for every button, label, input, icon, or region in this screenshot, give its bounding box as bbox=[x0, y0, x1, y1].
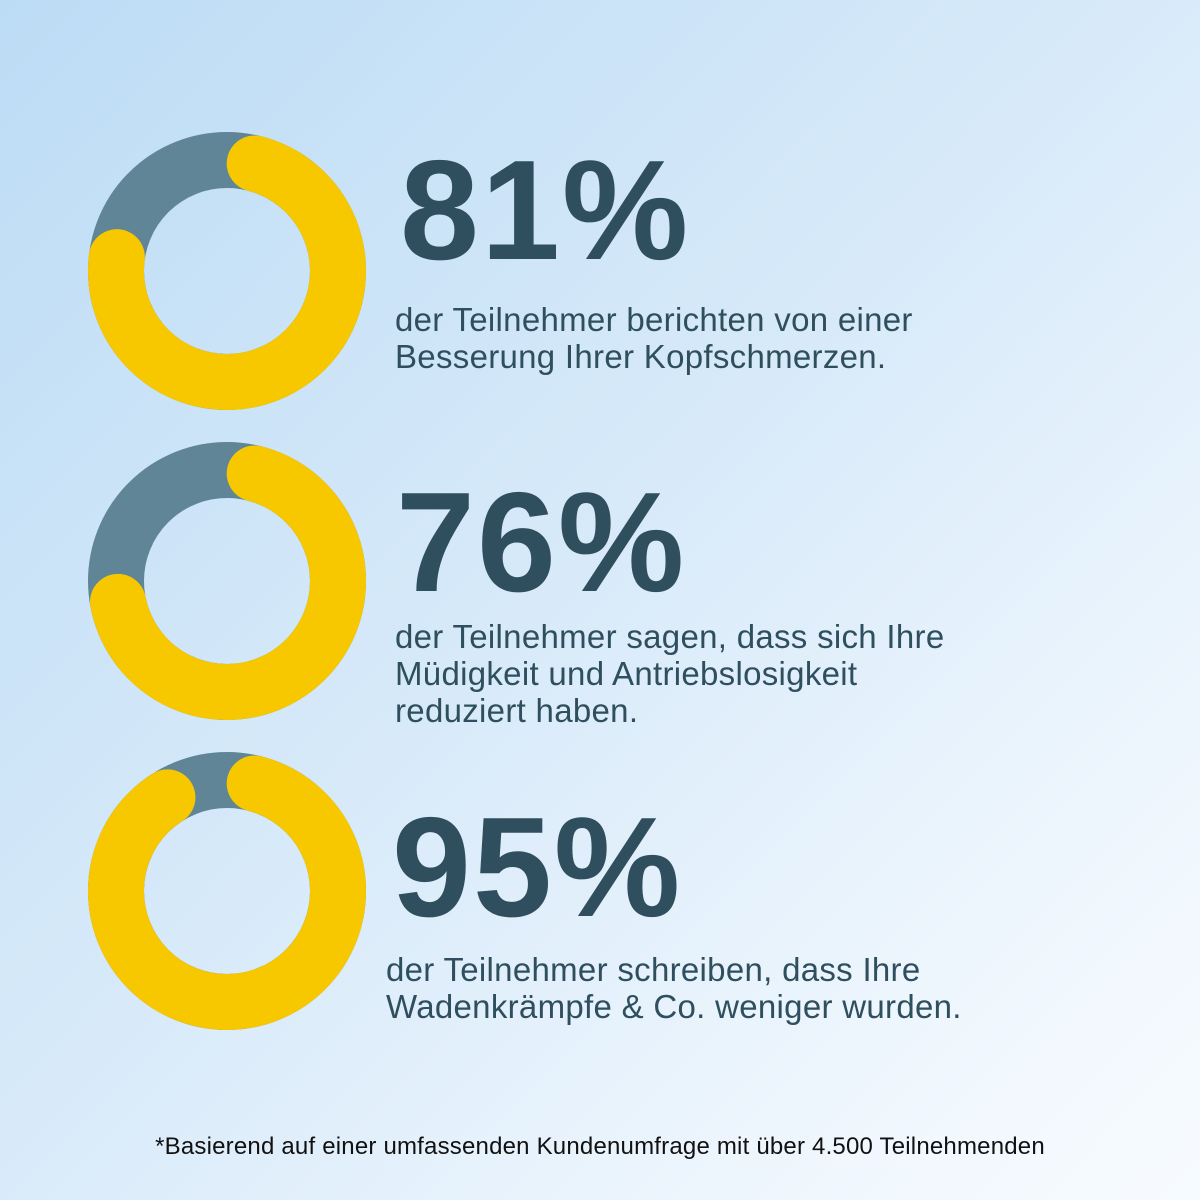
description-1: der Teilnehmer berichten von einer Besse… bbox=[395, 301, 1095, 375]
donut-svg-3 bbox=[88, 752, 366, 1030]
description-2-line-3: reduziert haben. bbox=[395, 692, 639, 729]
description-3-line-1: der Teilnehmer schreiben, dass Ihre bbox=[386, 951, 921, 988]
donut-svg-1 bbox=[88, 132, 366, 410]
description-2: der Teilnehmer sagen, dass sich Ihre Müd… bbox=[395, 618, 1095, 729]
footnote: *Basierend auf einer umfassenden Kundenu… bbox=[155, 1133, 1045, 1160]
description-2-line-2: Müdigkeit und Antriebslosigkeit bbox=[395, 655, 858, 692]
description-3: der Teilnehmer schreiben, dass Ihre Wade… bbox=[386, 951, 1086, 1025]
donut-chart-1 bbox=[88, 132, 366, 410]
description-2-line-1: der Teilnehmer sagen, dass sich Ihre bbox=[395, 618, 945, 655]
donut-svg-2 bbox=[88, 442, 366, 720]
donut-chart-3 bbox=[88, 752, 366, 1030]
description-1-line-1: der Teilnehmer berichten von einer bbox=[395, 301, 913, 338]
donut-chart-2 bbox=[88, 442, 366, 720]
description-3-line-2: Wadenkrämpfe & Co. weniger wurden. bbox=[386, 988, 962, 1025]
percent-label-3: 95% bbox=[392, 788, 683, 947]
percent-label-2: 76% bbox=[396, 463, 687, 622]
description-1-line-2: Besserung Ihrer Kopfschmerzen. bbox=[395, 338, 887, 375]
donut-filled-slice bbox=[88, 135, 366, 410]
percent-label-1: 81% bbox=[400, 131, 691, 290]
donut-filled-slice bbox=[89, 445, 366, 720]
donut-filled-slice bbox=[88, 755, 366, 1030]
